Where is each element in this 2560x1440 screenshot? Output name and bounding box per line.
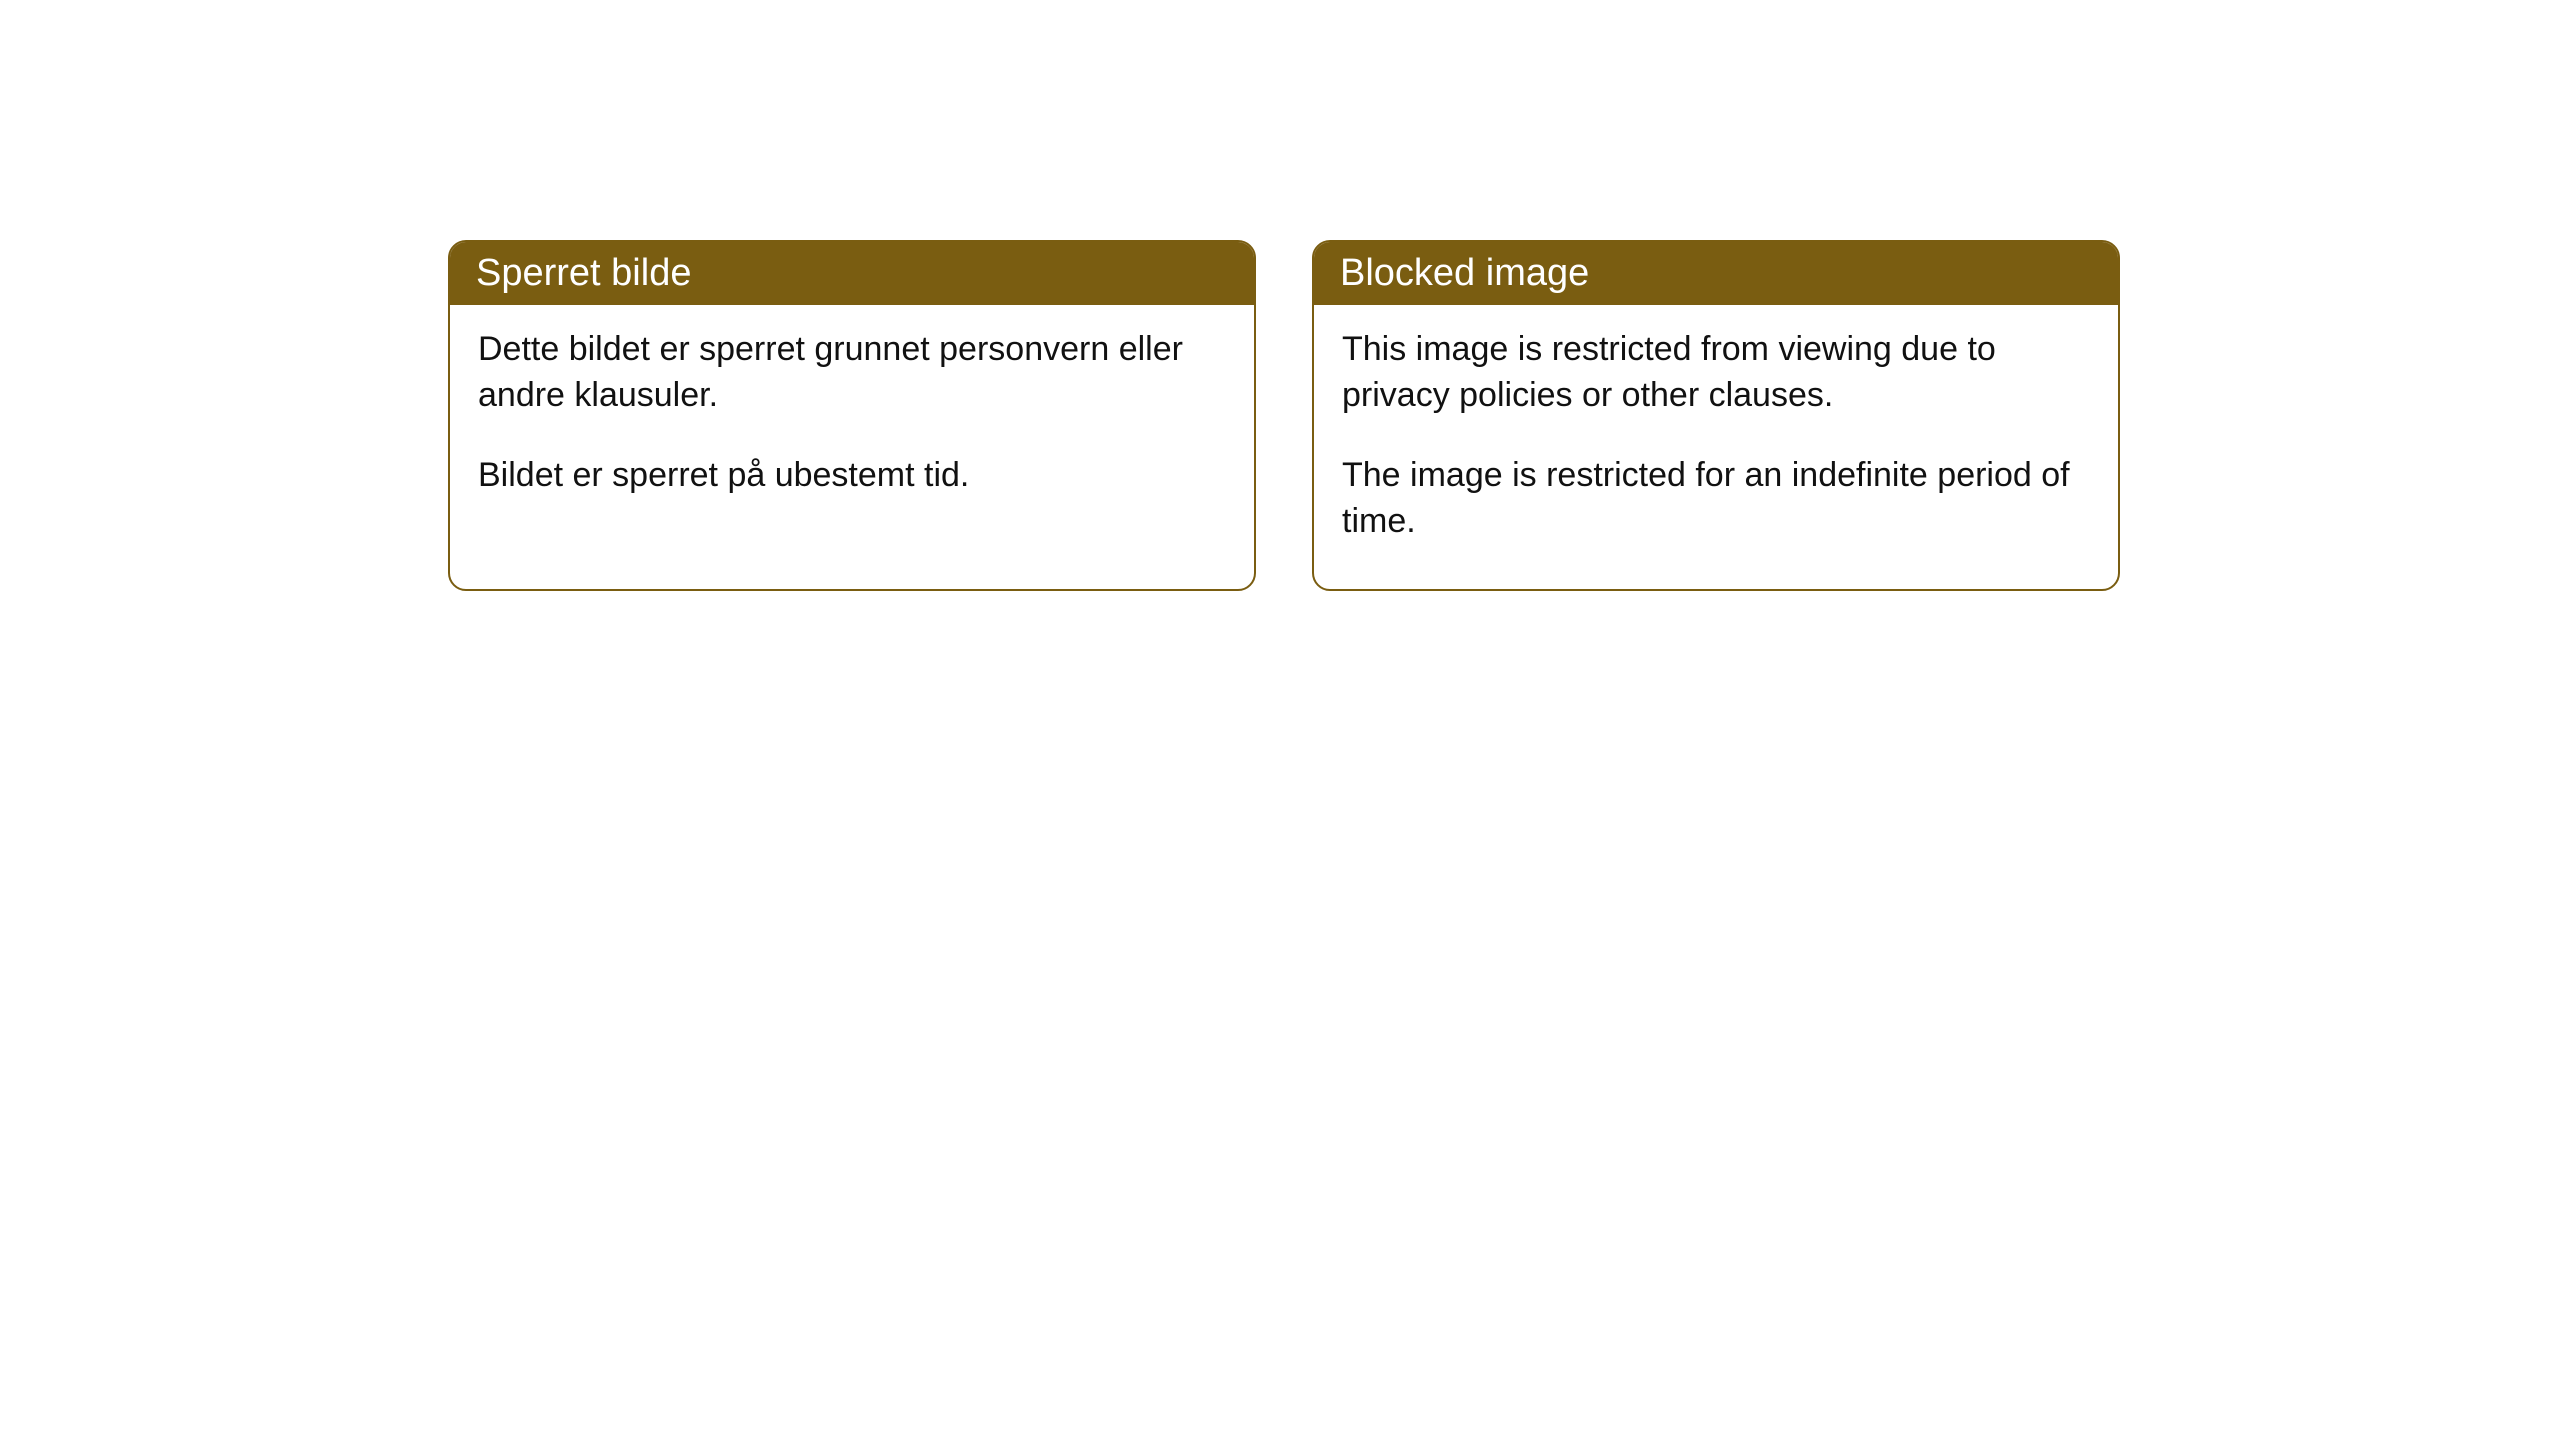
card-header: Blocked image bbox=[1314, 242, 2118, 305]
notice-card-english: Blocked image This image is restricted f… bbox=[1312, 240, 2120, 591]
card-title: Blocked image bbox=[1340, 252, 1589, 294]
card-paragraph: Bildet er sperret på ubestemt tid. bbox=[478, 453, 1226, 499]
card-body: Dette bildet er sperret grunnet personve… bbox=[450, 305, 1254, 543]
card-paragraph: Dette bildet er sperret grunnet personve… bbox=[478, 327, 1226, 419]
card-header: Sperret bilde bbox=[450, 242, 1254, 305]
card-body: This image is restricted from viewing du… bbox=[1314, 305, 2118, 589]
notice-cards-container: Sperret bilde Dette bildet er sperret gr… bbox=[448, 240, 2120, 591]
card-paragraph: The image is restricted for an indefinit… bbox=[1342, 453, 2090, 545]
card-paragraph: This image is restricted from viewing du… bbox=[1342, 327, 2090, 419]
notice-card-norwegian: Sperret bilde Dette bildet er sperret gr… bbox=[448, 240, 1256, 591]
card-title: Sperret bilde bbox=[476, 252, 691, 294]
